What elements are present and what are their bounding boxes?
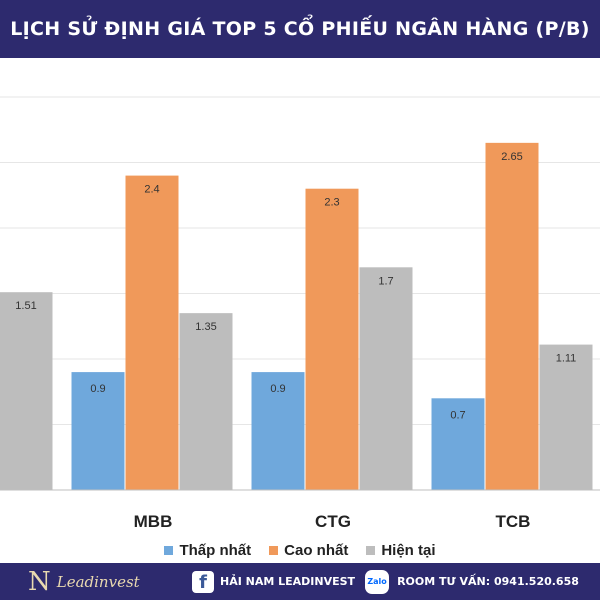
facebook-link[interactable]: f HẢI NAM LEADINVEST bbox=[192, 570, 356, 593]
legend-swatch-thap-nhat bbox=[164, 545, 174, 555]
legend-label-thap-nhat: Thấp nhất bbox=[179, 541, 252, 559]
bar-0-1 bbox=[71, 372, 125, 490]
bar-chart: 0.9 0.9 0.7 2.4 2.3 2.65 1.51 1.35 1.7 1.11 MBB CTG… bbox=[0, 96, 600, 531]
bar-2-1 bbox=[179, 313, 233, 490]
data-label-0-1: 0.9 bbox=[90, 383, 105, 395]
legend-label-cao-nhat: Cao nhất bbox=[284, 541, 349, 559]
zalo-link[interactable]: Zalo ROOM TƯ VẤN: 0941.520.658 bbox=[365, 569, 579, 594]
data-label-2-3: 1.11 bbox=[556, 353, 577, 365]
footer-bar: N Leadinvest f HẢI NAM LEADINVEST Zalo R… bbox=[0, 563, 600, 600]
x-tick-label-3: TCB bbox=[496, 512, 531, 531]
bar-1-1 bbox=[125, 175, 179, 490]
data-label-2-0: 1.51 bbox=[15, 300, 36, 312]
data-label-0-2: 0.9 bbox=[270, 383, 285, 395]
bar-0-2 bbox=[251, 372, 305, 490]
brand-mark: N bbox=[28, 566, 51, 597]
room-contact-text: ROOM TƯ VẤN: 0941.520.658 bbox=[397, 575, 579, 588]
legend: Thấp nhất Cao nhất Hiện tại bbox=[0, 537, 600, 563]
data-label-1-1: 2.4 bbox=[144, 184, 159, 196]
data-label-2-1: 1.35 bbox=[195, 321, 216, 333]
legend-item-cao-nhat: Cao nhất bbox=[269, 542, 348, 559]
brand-logo: N Leadinvest bbox=[0, 567, 188, 597]
bar-1-3 bbox=[485, 142, 539, 490]
bar-2-0 bbox=[0, 292, 53, 490]
zalo-icon: Zalo bbox=[365, 569, 390, 594]
bar-2-2 bbox=[359, 267, 413, 490]
data-label-0-3: 0.7 bbox=[450, 409, 465, 421]
legend-label-hien-tai: Hiện tại bbox=[381, 541, 436, 559]
page-title: LỊCH SỬ ĐỊNH GIÁ TOP 5 CỔ PHIẾU NGÂN HÀN… bbox=[10, 18, 590, 40]
legend-item-thap-nhat: Thấp nhất bbox=[164, 542, 251, 559]
legend-swatch-hien-tai bbox=[366, 545, 376, 555]
bar-1-2 bbox=[305, 188, 359, 490]
data-label-1-2: 2.3 bbox=[324, 197, 339, 209]
legend-item-hien-tai: Hiện tại bbox=[366, 541, 436, 559]
legend-swatch-cao-nhat bbox=[269, 545, 279, 555]
brand-name: Leadinvest bbox=[56, 572, 140, 591]
data-label-2-2: 1.7 bbox=[378, 275, 393, 287]
bar-2-3 bbox=[539, 344, 593, 490]
bar-0-3 bbox=[431, 398, 485, 490]
title-bar: LỊCH SỬ ĐỊNH GIÁ TOP 5 CỔ PHIẾU NGÂN HÀN… bbox=[0, 0, 600, 58]
data-label-1-3: 2.65 bbox=[501, 151, 522, 163]
x-tick-label-1: MBB bbox=[134, 512, 173, 531]
facebook-text: HẢI NAM LEADINVEST bbox=[220, 575, 356, 588]
x-tick-label-2: CTG bbox=[315, 512, 351, 531]
facebook-icon: f bbox=[192, 570, 214, 593]
